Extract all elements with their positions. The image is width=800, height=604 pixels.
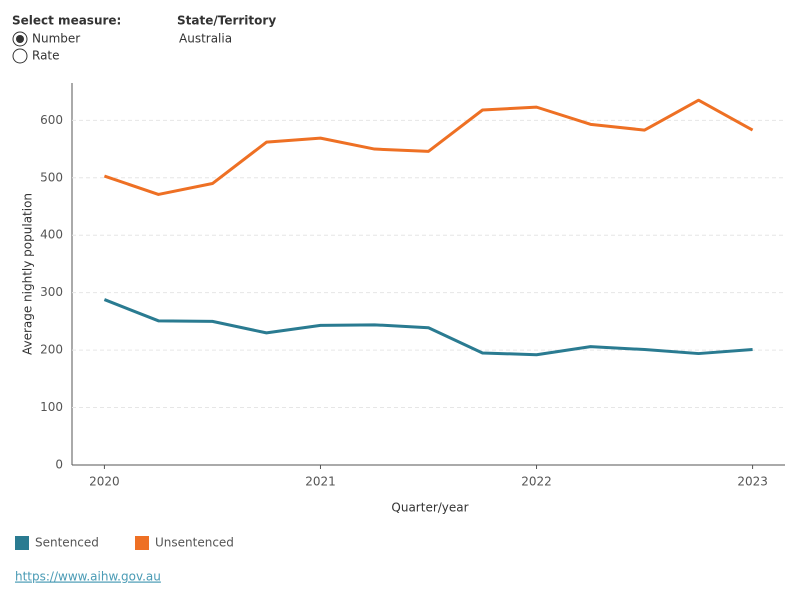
- y-tick-label: 0: [55, 458, 63, 472]
- radio-button[interactable]: [12, 48, 28, 64]
- source-link[interactable]: https://www.aihw.gov.au: [15, 570, 161, 584]
- y-tick-label: 400: [40, 228, 63, 242]
- radio-label[interactable]: Number: [32, 32, 80, 46]
- state-value[interactable]: Australia: [179, 32, 232, 46]
- x-axis-label: Quarter/year: [391, 501, 468, 515]
- radio-dot: [16, 35, 24, 43]
- y-tick-label: 500: [40, 170, 63, 184]
- state-label: State/Territory: [177, 14, 276, 28]
- x-tick-label: 2023: [737, 475, 768, 489]
- legend-swatch[interactable]: [135, 536, 149, 550]
- measure-label: Select measure:: [12, 14, 121, 28]
- legend-swatch[interactable]: [15, 536, 29, 550]
- series-line: [103, 98, 754, 196]
- x-tick-label: 2021: [305, 475, 336, 489]
- y-tick-label: 300: [40, 285, 63, 299]
- legend-label[interactable]: Unsentenced: [155, 536, 234, 550]
- y-axis-label: Average nightly population: [21, 193, 35, 355]
- source-link-text[interactable]: https://www.aihw.gov.au: [15, 570, 161, 584]
- legend-label[interactable]: Sentenced: [35, 536, 99, 550]
- y-tick-label: 100: [40, 400, 63, 414]
- y-tick-label: 600: [40, 113, 63, 127]
- x-tick-label: 2020: [89, 475, 120, 489]
- radio-label[interactable]: Rate: [32, 49, 60, 63]
- x-tick-label: 2022: [521, 475, 552, 489]
- y-tick-label: 200: [40, 343, 63, 357]
- series-line: [103, 298, 753, 357]
